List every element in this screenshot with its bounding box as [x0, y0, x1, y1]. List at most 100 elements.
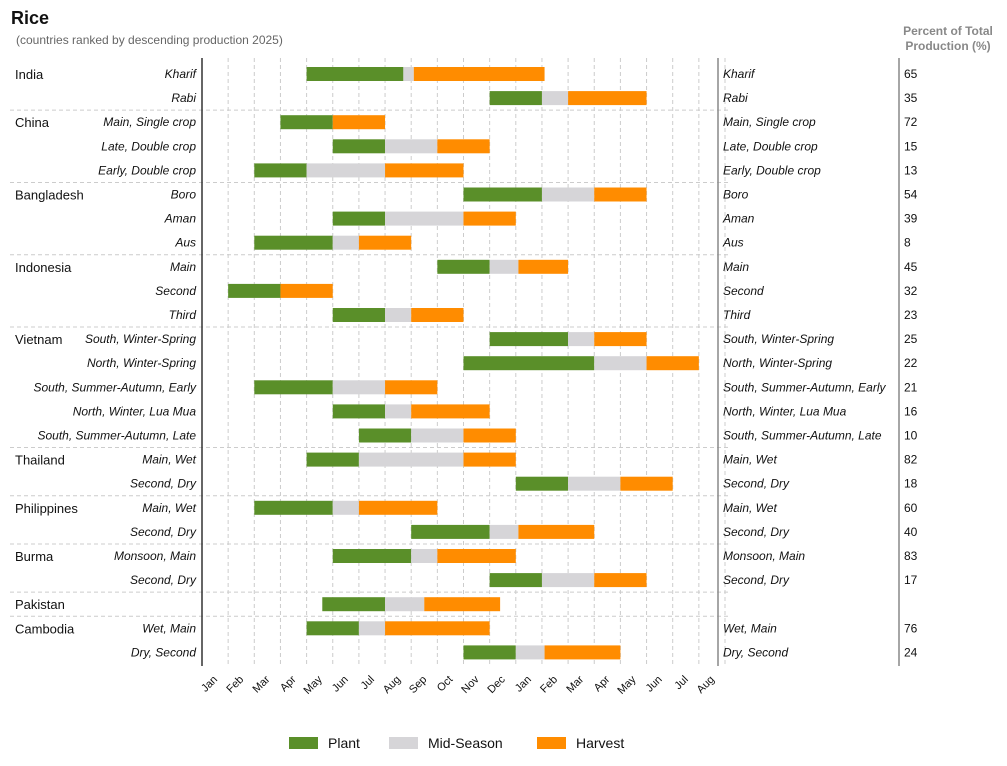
production-percent: 17: [904, 573, 918, 587]
production-percent: 45: [904, 260, 918, 274]
season-label: South, Summer-Autumn, Late: [37, 429, 196, 443]
legend: Plant Mid-Season Harvest: [289, 735, 624, 751]
season-label: Aman: [164, 212, 197, 226]
season-label-right: Second, Dry: [723, 477, 790, 491]
season-label-right: Second, Dry: [723, 525, 790, 539]
season-label: Boro: [171, 188, 197, 202]
plant-bar: [332, 139, 386, 154]
mid-season-bar: [541, 187, 595, 202]
season-label: Main: [170, 260, 196, 274]
country-label: Thailand: [15, 453, 65, 468]
harvest-bar: [411, 308, 464, 322]
season-label-right: Late, Double crop: [723, 139, 818, 153]
mid-season-bar: [489, 259, 519, 274]
season-label: Second: [155, 284, 196, 298]
chart-title: Rice: [11, 8, 49, 28]
mid-season-bar: [489, 524, 519, 539]
legend-swatch: [537, 737, 566, 749]
harvest-bar: [568, 91, 647, 106]
harvest-bar: [646, 356, 699, 371]
mid-season-bar: [306, 163, 386, 178]
month-tick-label: Feb: [224, 674, 246, 696]
month-tick-label: Jul: [672, 674, 690, 692]
production-percent: 24: [904, 645, 918, 659]
season-label-right: South, Summer-Autumn, Early: [723, 380, 887, 394]
harvest-bar: [385, 380, 438, 395]
harvest-bar: [544, 645, 621, 660]
season-label: Late, Double crop: [101, 139, 196, 153]
month-tick-label: Mar: [564, 673, 586, 695]
plant-bar: [489, 573, 542, 588]
season-label-right: Early, Double crop: [723, 163, 821, 177]
season-label: Kharif: [165, 67, 198, 81]
season-label-right: Boro: [723, 188, 749, 202]
month-tick-label: Aug: [381, 674, 403, 696]
plant-bar: [254, 500, 333, 515]
season-label: Main, Wet: [142, 501, 196, 515]
production-percent: 16: [904, 404, 918, 418]
mid-season-bar: [541, 573, 595, 588]
country-label: China: [15, 115, 50, 130]
mid-season-bar: [358, 621, 386, 636]
season-label-right: Main, Wet: [723, 501, 777, 515]
month-tick-label: Mar: [251, 673, 273, 695]
season-bars: [228, 67, 699, 660]
month-tick-label: Oct: [435, 674, 456, 695]
harvest-bar: [385, 163, 464, 178]
plant-bar: [322, 597, 386, 612]
production-percent: 32: [904, 284, 918, 298]
production-percent: 23: [904, 308, 918, 322]
country-label: Vietnam: [15, 332, 62, 347]
month-tick-label: Nov: [459, 673, 482, 696]
plant-bar: [254, 380, 333, 395]
country-label: Pakistan: [15, 597, 65, 612]
month-tick-label: Aug: [695, 674, 717, 696]
harvest-bar: [463, 211, 516, 226]
mid-season-bar: [385, 139, 438, 154]
harvest-bar: [620, 476, 673, 491]
mid-season-bar: [385, 211, 464, 226]
mid-season-bar: [358, 452, 464, 467]
pct-header-line1: Percent of Total: [903, 24, 993, 38]
mid-season-bar: [385, 308, 412, 322]
month-tick-label: Feb: [538, 674, 560, 696]
plant-bar: [306, 67, 404, 81]
plant-bar: [463, 187, 542, 202]
production-percent: 40: [904, 525, 918, 539]
mid-season-bar: [594, 356, 647, 371]
harvest-bar: [332, 115, 386, 130]
production-percent: 18: [904, 477, 918, 491]
harvest-bar: [358, 500, 438, 515]
season-label-right: Aus: [722, 236, 744, 250]
season-label: North, Winter, Lua Mua: [73, 404, 197, 418]
month-tick-labels: Jan Feb Mar Apr May Jun Jul Aug Sep Oct Nov Dec Jan F…: [199, 673, 717, 697]
season-label-right: Monsoon, Main: [723, 549, 805, 563]
season-label: Third: [169, 308, 197, 322]
season-label-right: Aman: [722, 212, 755, 226]
month-tick-label: Apr: [278, 673, 299, 694]
country-label: Bangladesh: [15, 188, 84, 203]
production-percent: 8: [904, 236, 911, 250]
month-tick-label: Apr: [592, 673, 613, 694]
season-label-right: North, Winter, Lua Mua: [723, 404, 847, 418]
plant-bar: [332, 308, 386, 322]
production-percent: 22: [904, 356, 918, 370]
season-label-right: South, Winter-Spring: [723, 332, 834, 346]
harvest-bar: [437, 549, 516, 563]
production-percent: 82: [904, 453, 918, 467]
season-label-right: Kharif: [723, 67, 756, 81]
month-tick-label: Jun: [644, 674, 665, 695]
country-label: Burma: [15, 549, 54, 564]
production-percent: 65: [904, 67, 918, 81]
mid-season-bar: [515, 645, 545, 660]
harvest-bar: [358, 235, 412, 250]
chart-subtitle: (countries ranked by descending producti…: [16, 33, 283, 47]
legend-label: Plant: [328, 735, 360, 751]
production-percent: 76: [904, 621, 918, 635]
season-label: Main, Single crop: [103, 115, 196, 129]
production-percent: 72: [904, 115, 918, 129]
plant-bar: [411, 524, 490, 539]
mid-season-bar: [568, 332, 595, 347]
harvest-bar: [594, 573, 647, 588]
legend-swatch: [389, 737, 418, 749]
